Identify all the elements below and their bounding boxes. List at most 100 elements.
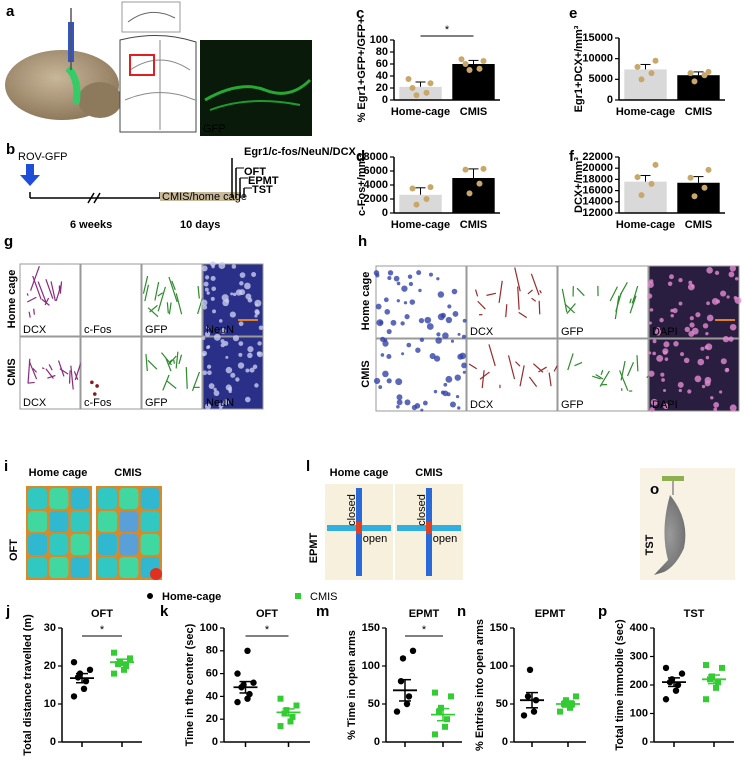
cell-nucleus — [249, 367, 255, 373]
data-point — [403, 700, 411, 708]
heatmap-cell — [119, 511, 139, 532]
data-point — [399, 655, 407, 662]
cell-process — [530, 273, 540, 296]
cell-nucleus — [238, 352, 243, 357]
y-tick-label: 60 — [206, 668, 218, 680]
cell-nucleus — [656, 354, 664, 362]
arm-label: open — [363, 533, 387, 545]
bar — [624, 181, 667, 213]
cell-process — [488, 344, 496, 367]
cell-nucleus — [664, 357, 669, 361]
cell-process — [519, 365, 525, 387]
panel-letter: e — [569, 5, 577, 22]
panel-letter: j — [5, 603, 10, 620]
cell-nucleus — [386, 353, 392, 360]
cell-process — [161, 352, 172, 366]
cell-nucleus — [238, 341, 244, 346]
y-axis-label: c-Fos+/mm³ — [356, 154, 368, 216]
data-point — [70, 693, 78, 700]
cell-process — [629, 295, 637, 314]
y-tick-label: 14000 — [582, 196, 613, 208]
stain-label: DCX — [470, 399, 494, 411]
stain-label: GFP — [561, 399, 584, 411]
x-tick-label: CMIS — [685, 219, 713, 231]
period-label: 10 days — [180, 219, 220, 231]
cell-nucleus — [720, 358, 727, 365]
y-tick-label: 80 — [206, 645, 218, 657]
cell-nucleus — [447, 304, 452, 309]
test-label: EPMT — [248, 175, 279, 187]
cell-nucleus — [684, 326, 691, 333]
panel-title: TST — [644, 534, 656, 555]
y-axis-label: Egr1+DCX+/mm³ — [573, 25, 585, 112]
y-tick-label: 0 — [502, 736, 508, 748]
cell-nucleus — [379, 320, 384, 325]
data-point — [277, 723, 284, 730]
cell-nucleus — [396, 399, 403, 406]
cell-process — [27, 381, 35, 384]
data-point — [423, 196, 430, 202]
cell-nucleus — [235, 289, 243, 296]
data-point — [648, 70, 655, 77]
data-point — [123, 663, 129, 669]
cell-nucleus — [445, 375, 453, 383]
data-point — [701, 72, 708, 79]
arm-label: closed — [416, 494, 428, 526]
panel-letter: b — [6, 141, 15, 158]
cell-nucleus — [705, 331, 709, 336]
cell-process — [609, 286, 618, 302]
cell-process — [553, 365, 558, 372]
y-axis-label: Time in the center (sec) — [184, 623, 196, 746]
heatmap-cell — [70, 511, 90, 532]
data-point — [526, 666, 534, 673]
heatmap-cell — [70, 488, 90, 509]
cell-nucleus — [726, 295, 730, 299]
cell-nucleus — [426, 323, 434, 330]
heatmap-hot — [150, 568, 162, 580]
cell-process — [178, 354, 183, 365]
micrograph — [375, 338, 467, 412]
cell-nucleus — [95, 384, 99, 388]
heatmap-cell — [28, 488, 47, 509]
y-tick-label: 0 — [382, 94, 388, 106]
data-point — [476, 180, 483, 187]
data-point — [409, 185, 416, 192]
cell-process — [197, 297, 204, 315]
data-point — [405, 76, 412, 82]
stain-label: DAPI — [652, 399, 678, 411]
cell-nucleus — [461, 334, 466, 339]
cell-nucleus — [452, 311, 459, 317]
heatmap-cell — [119, 488, 139, 509]
cell-nucleus — [436, 277, 440, 281]
cell-nucleus — [254, 383, 259, 388]
cell-nucleus — [724, 367, 730, 373]
panel-letter: g — [4, 233, 13, 250]
cell-process — [45, 279, 54, 299]
cell-nucleus — [207, 345, 211, 349]
y-axis-label: DCX+/mm³ — [573, 157, 585, 213]
bar — [399, 86, 442, 100]
cell-nucleus — [247, 352, 253, 359]
y-tick-label: 80 — [376, 46, 388, 58]
cell-nucleus — [648, 321, 652, 325]
data-point — [709, 673, 715, 680]
arm-label: closed — [346, 494, 358, 526]
bar — [677, 75, 720, 100]
y-tick-label: 100 — [370, 34, 388, 46]
cell-nucleus — [680, 352, 685, 357]
bar — [677, 182, 720, 213]
cell-nucleus — [396, 404, 400, 409]
panel-o-art — [640, 468, 735, 580]
cell-process — [166, 380, 177, 389]
data-point — [701, 184, 708, 191]
cell-nucleus — [706, 301, 710, 306]
micrograph — [141, 336, 203, 410]
cell-nucleus — [722, 335, 730, 343]
data-point — [438, 704, 444, 711]
data-point — [234, 670, 241, 677]
y-tick-label: 0 — [50, 736, 56, 748]
cell-nucleus — [705, 355, 710, 360]
cell-process — [144, 284, 150, 302]
cell-nucleus — [400, 321, 405, 326]
cell-nucleus — [210, 296, 215, 301]
